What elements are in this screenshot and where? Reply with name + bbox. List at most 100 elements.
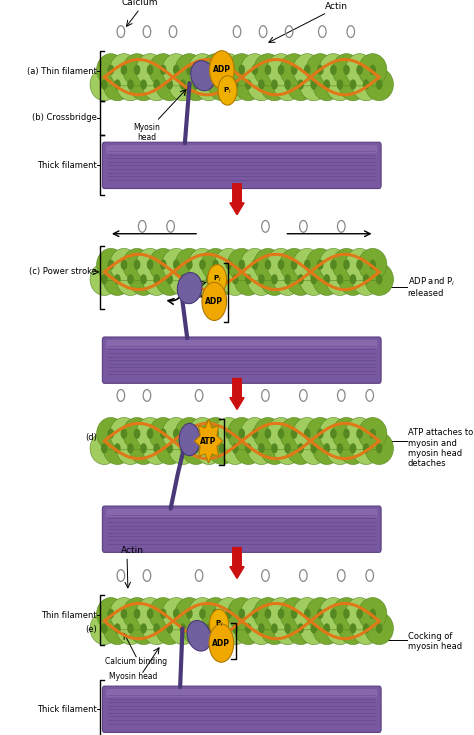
Ellipse shape — [162, 417, 191, 450]
Text: Thin filament: Thin filament — [42, 611, 97, 620]
Ellipse shape — [149, 54, 177, 86]
Circle shape — [208, 265, 227, 294]
Circle shape — [173, 429, 180, 439]
Ellipse shape — [293, 54, 321, 86]
Ellipse shape — [155, 432, 184, 465]
Ellipse shape — [103, 68, 132, 101]
Circle shape — [310, 79, 317, 90]
Circle shape — [160, 609, 166, 619]
Ellipse shape — [188, 54, 217, 86]
Ellipse shape — [234, 612, 263, 645]
Circle shape — [153, 443, 160, 453]
Circle shape — [271, 274, 278, 284]
Ellipse shape — [300, 263, 328, 295]
Ellipse shape — [208, 68, 237, 101]
Ellipse shape — [293, 248, 321, 281]
Ellipse shape — [175, 248, 204, 281]
Ellipse shape — [319, 417, 347, 450]
Ellipse shape — [182, 612, 210, 645]
Circle shape — [284, 274, 291, 284]
Ellipse shape — [300, 612, 328, 645]
Ellipse shape — [109, 248, 138, 281]
Circle shape — [232, 623, 238, 634]
Circle shape — [317, 609, 324, 619]
Ellipse shape — [208, 612, 237, 645]
Text: Calcium: Calcium — [121, 0, 158, 7]
Ellipse shape — [90, 612, 118, 645]
Circle shape — [206, 623, 212, 634]
Circle shape — [218, 76, 237, 105]
Ellipse shape — [123, 248, 151, 281]
Ellipse shape — [214, 417, 243, 450]
Circle shape — [153, 274, 160, 284]
Circle shape — [166, 274, 173, 284]
Circle shape — [180, 79, 186, 90]
Ellipse shape — [358, 598, 387, 630]
Circle shape — [324, 623, 330, 634]
Ellipse shape — [195, 612, 223, 645]
Circle shape — [337, 274, 343, 284]
Text: ADP: ADP — [205, 297, 223, 306]
Circle shape — [180, 274, 186, 284]
Circle shape — [114, 443, 121, 453]
Circle shape — [324, 443, 330, 453]
Ellipse shape — [149, 248, 177, 281]
Ellipse shape — [241, 417, 269, 450]
Circle shape — [134, 259, 140, 270]
Circle shape — [114, 623, 121, 634]
Circle shape — [343, 609, 350, 619]
Ellipse shape — [142, 432, 171, 465]
Circle shape — [127, 623, 134, 634]
Ellipse shape — [109, 54, 138, 86]
Text: Calcium binding: Calcium binding — [105, 657, 167, 666]
Circle shape — [291, 429, 297, 439]
Ellipse shape — [169, 68, 197, 101]
Ellipse shape — [214, 54, 243, 86]
Circle shape — [202, 282, 227, 320]
Text: ATP: ATP — [201, 437, 217, 445]
Ellipse shape — [247, 68, 275, 101]
Circle shape — [153, 623, 160, 634]
Ellipse shape — [326, 432, 354, 465]
Ellipse shape — [326, 263, 354, 295]
Ellipse shape — [182, 263, 210, 295]
Circle shape — [180, 443, 186, 453]
Ellipse shape — [129, 68, 158, 101]
Ellipse shape — [188, 248, 217, 281]
Ellipse shape — [267, 248, 295, 281]
Circle shape — [297, 79, 304, 90]
Circle shape — [127, 274, 134, 284]
Ellipse shape — [149, 598, 177, 630]
Circle shape — [140, 274, 147, 284]
Ellipse shape — [234, 263, 263, 295]
FancyBboxPatch shape — [102, 143, 381, 188]
Circle shape — [210, 51, 234, 89]
Ellipse shape — [162, 248, 191, 281]
Ellipse shape — [221, 432, 249, 465]
Ellipse shape — [247, 263, 275, 295]
Circle shape — [219, 623, 226, 634]
Ellipse shape — [300, 432, 328, 465]
Circle shape — [291, 259, 297, 270]
Circle shape — [291, 65, 297, 75]
Circle shape — [356, 65, 363, 75]
Ellipse shape — [254, 248, 282, 281]
Ellipse shape — [280, 54, 308, 86]
Circle shape — [297, 623, 304, 634]
Circle shape — [363, 443, 369, 453]
Ellipse shape — [90, 68, 118, 101]
Circle shape — [134, 65, 140, 75]
Circle shape — [212, 259, 219, 270]
Circle shape — [101, 79, 108, 90]
Circle shape — [278, 65, 284, 75]
Circle shape — [173, 259, 180, 270]
Circle shape — [225, 65, 232, 75]
Circle shape — [206, 274, 212, 284]
Circle shape — [192, 274, 199, 284]
Ellipse shape — [286, 612, 315, 645]
Circle shape — [337, 443, 343, 453]
Circle shape — [271, 623, 278, 634]
Circle shape — [278, 259, 284, 270]
Circle shape — [324, 79, 330, 90]
Ellipse shape — [195, 263, 223, 295]
